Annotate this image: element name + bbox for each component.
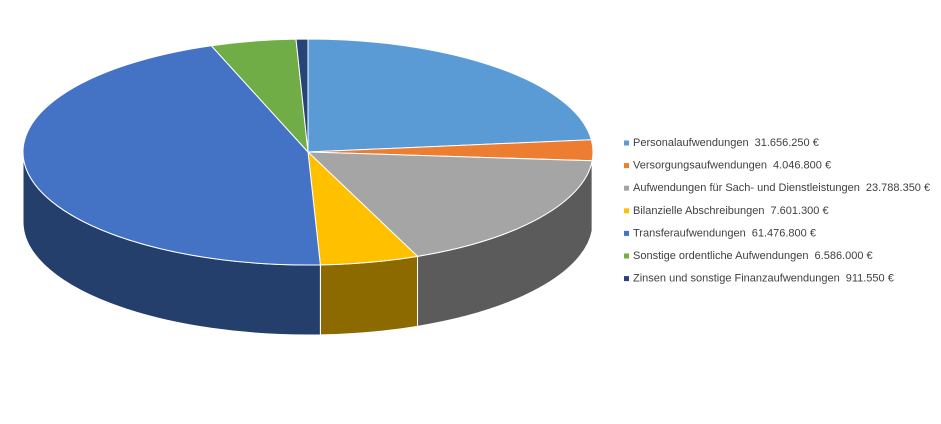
legend-entry: Aufwendungen für Sach- und Dienstleistun… — [633, 182, 930, 194]
legend-marker — [624, 208, 629, 214]
slice — [307, 38, 592, 153]
legend-label: Versorgungsaufwendungen — [633, 160, 767, 172]
legend: Personalaufwendungen 31.656.250 € Versorgu… — [624, 137, 930, 285]
legend-value: 911.550 € — [846, 273, 894, 285]
legend-marker — [624, 140, 629, 146]
legend-value: 4.046.800 € — [773, 160, 831, 172]
legend-label: Personalaufwendungen — [633, 137, 749, 149]
legend-entry: Transferaufwendungen 61.476.800 € — [633, 227, 816, 239]
legend-entry: Personalaufwendungen 31.656.250 € — [633, 137, 819, 149]
legend-value: 7.601.300 € — [770, 205, 828, 217]
legend-label: Aufwendungen für Sach- und Dienstleistun… — [633, 182, 860, 194]
legend-value: 31.656.250 € — [755, 137, 819, 149]
legend-label: Transferaufwendungen — [633, 227, 746, 239]
legend-label: Bilanzielle Abschreibungen — [633, 205, 764, 217]
slice — [306, 151, 593, 257]
slice — [295, 38, 309, 153]
legend-entry: Zinsen und sonstige Finanzaufwendungen 91… — [633, 273, 894, 285]
legend-label: Zinsen und sonstige Finanzaufwendungen — [633, 273, 840, 285]
legend-marker — [624, 185, 629, 191]
legend-marker — [624, 230, 629, 236]
legend-value: 23.788.350 € — [866, 182, 930, 194]
legend-marker — [624, 163, 629, 169]
legend-entry: Bilanzielle Abschreibungen 7.601.300 € — [633, 205, 829, 217]
legend-entry: Sonstige ordentliche Aufwendungen 6.586.0… — [633, 250, 873, 262]
legend-label: Sonstige ordentliche Aufwendungen — [633, 250, 809, 262]
legend-marker — [624, 253, 629, 259]
slice — [22, 45, 321, 266]
legend-entry: Versorgungsaufwendungen 4.046.800 € — [633, 160, 831, 172]
legend-value: 61.476.800 € — [752, 227, 816, 239]
legend-marker — [624, 276, 629, 282]
legend-value: 6.586.000 € — [815, 250, 873, 262]
slice-side — [319, 255, 419, 336]
